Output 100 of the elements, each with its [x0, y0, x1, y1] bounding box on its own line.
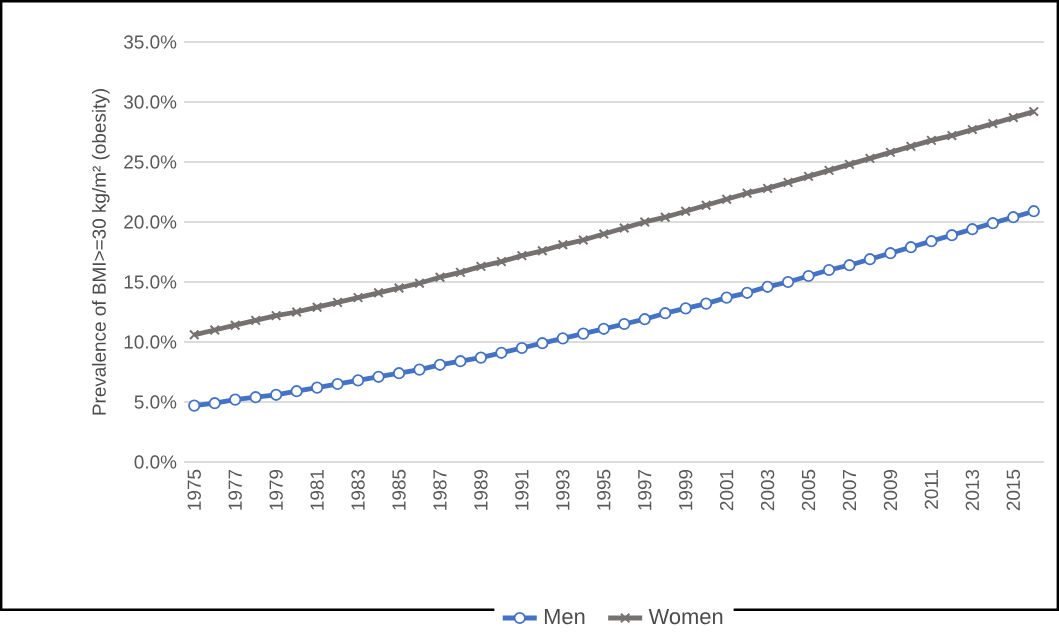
point [270, 310, 282, 321]
point [1007, 211, 1020, 224]
point [864, 153, 876, 164]
x-tick-label: 2015 [1006, 469, 1020, 511]
point [229, 393, 242, 406]
point [720, 291, 733, 304]
point [1028, 106, 1040, 117]
point [885, 147, 896, 158]
point [291, 306, 302, 318]
x-tick-label: 2005 [801, 469, 816, 511]
point [311, 381, 324, 394]
x-tick-label: 1987 [433, 469, 447, 510]
point [659, 307, 672, 320]
point [905, 141, 917, 152]
x-tick-label: 1997 [638, 469, 652, 510]
point [822, 263, 836, 277]
point [945, 229, 958, 242]
point [188, 399, 201, 412]
point [619, 222, 630, 234]
y-tick-label: 25.0% [124, 155, 177, 169]
point [393, 282, 405, 294]
x-tick-label: 1983 [351, 469, 365, 510]
point [270, 388, 283, 401]
y-tick-label: 10.0% [124, 335, 177, 349]
point [638, 313, 651, 326]
point [475, 261, 487, 272]
point [721, 193, 732, 205]
point [373, 287, 384, 299]
point [556, 332, 569, 345]
point [1008, 112, 1019, 123]
point [843, 259, 856, 272]
x-tick-label: 2001 [719, 469, 734, 511]
point [925, 235, 938, 248]
x-tick-label: 1995 [597, 469, 611, 510]
point [455, 267, 466, 278]
legend-label: Women [648, 608, 723, 625]
y-tick-label: 15.0% [124, 275, 177, 289]
y-tick-label: 5.0% [134, 395, 177, 409]
point [515, 341, 528, 355]
point [986, 217, 999, 230]
point [967, 124, 978, 135]
point [1027, 205, 1040, 218]
point [209, 324, 220, 336]
point [679, 302, 692, 315]
point [474, 351, 488, 364]
x-tick-label: 1977 [228, 469, 242, 510]
point [250, 315, 261, 326]
x-tick-label: 2013 [965, 469, 980, 511]
point [597, 322, 610, 335]
point [700, 297, 713, 310]
point [802, 269, 815, 283]
point [189, 329, 200, 341]
point [433, 358, 447, 371]
point [536, 337, 549, 350]
point [496, 256, 507, 267]
point [495, 346, 508, 359]
point [516, 250, 528, 261]
x-tick-label: 2009 [883, 469, 898, 511]
point [946, 130, 958, 141]
point [966, 223, 979, 236]
point [332, 297, 343, 308]
x-tick-label: 1979 [269, 469, 283, 510]
x-tick-label: 2003 [760, 469, 775, 511]
point [618, 317, 631, 331]
x-tick-label: 1985 [392, 469, 406, 510]
x-tick-label: 1975 [187, 469, 201, 510]
point [884, 247, 897, 260]
point [639, 216, 650, 228]
point [414, 277, 425, 289]
point [782, 177, 794, 188]
point [331, 377, 344, 391]
y-tick-label: 20.0% [124, 215, 177, 229]
point [413, 363, 426, 376]
point [741, 286, 754, 299]
x-tick-label: 2011 [924, 469, 939, 509]
point [351, 374, 365, 387]
y-tick-label: 30.0% [124, 95, 177, 109]
point [904, 241, 918, 254]
point [762, 183, 773, 194]
point [311, 301, 323, 313]
legend-label: Men [544, 608, 585, 625]
x-tick-label: 1981 [310, 469, 324, 510]
x-tick-label: 1989 [474, 469, 488, 510]
point [454, 355, 467, 368]
point [844, 159, 855, 170]
point [700, 199, 712, 211]
y-tick-label: 0.0% [134, 455, 177, 469]
point [392, 367, 406, 380]
x-tick-label: 1999 [678, 469, 693, 510]
point [372, 370, 385, 383]
point [863, 253, 877, 266]
point [987, 118, 999, 129]
point [578, 234, 589, 246]
point [823, 165, 835, 176]
point [803, 171, 814, 182]
point [926, 135, 937, 146]
point [761, 280, 774, 293]
point [680, 205, 691, 217]
point [249, 391, 262, 404]
x-tick-label: 1993 [556, 469, 570, 510]
